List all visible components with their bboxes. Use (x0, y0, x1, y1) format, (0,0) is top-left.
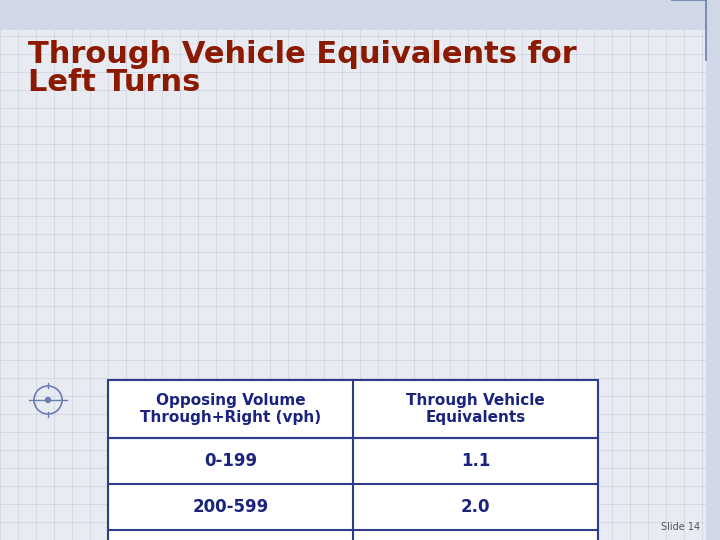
Text: Left Turns: Left Turns (28, 68, 200, 97)
Text: Slide 14: Slide 14 (661, 522, 700, 532)
Bar (108, 380, 598, 540)
Text: Opposing Volume
Through+Right (vph): Opposing Volume Through+Right (vph) (140, 393, 321, 425)
Bar (706, 0, 720, 540)
Text: Through Vehicle
Equivalents: Through Vehicle Equivalents (406, 393, 545, 425)
Text: 200-599: 200-599 (192, 498, 269, 516)
Bar (108, 380, 598, 540)
Text: 0-199: 0-199 (204, 452, 257, 470)
Text: 2.0: 2.0 (461, 498, 490, 516)
Circle shape (45, 397, 50, 402)
Text: Through Vehicle Equivalents for: Through Vehicle Equivalents for (28, 40, 577, 69)
Bar (0, 0, 720, 30)
Text: 1.1: 1.1 (461, 452, 490, 470)
